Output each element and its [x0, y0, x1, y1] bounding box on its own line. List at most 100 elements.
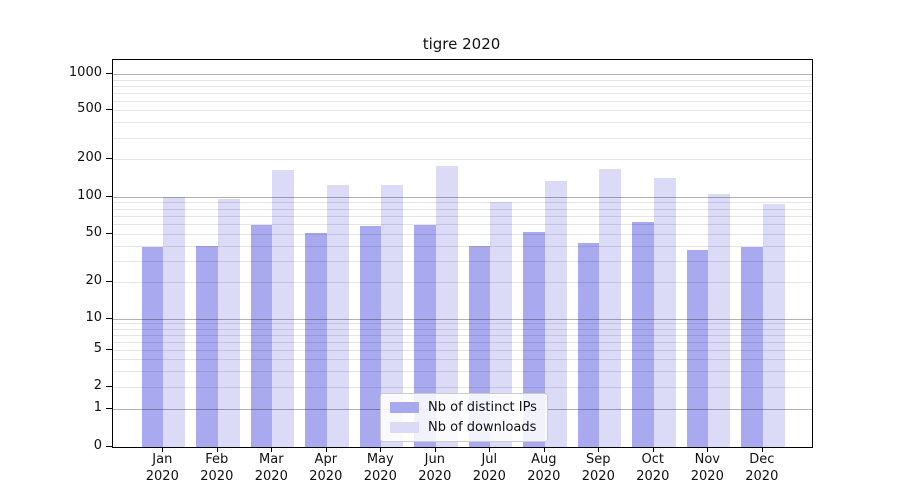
legend-label-distinct-ips: Nb of distinct IPs	[428, 400, 537, 415]
gridline-40	[113, 245, 812, 247]
bar-nb-of-downloads-sep-2020	[599, 168, 622, 447]
x-tick-feb-2020	[216, 447, 218, 452]
bar-nb-of-downloads-jun-2020	[435, 165, 458, 447]
bar-nb-of-downloads-feb-2020	[217, 199, 240, 447]
bar-nb-of-distinct-ips-sep-2020	[577, 242, 600, 447]
legend-swatch-distinct-ips	[390, 402, 419, 413]
y-tick-label-10: 10	[85, 309, 102, 325]
gridline-10	[113, 318, 812, 320]
y-tick-50	[106, 232, 112, 234]
x-tick-label-jun-2020: Jun 2020	[418, 452, 452, 484]
bar-nb-of-downloads-jan-2020	[163, 196, 186, 447]
gridline-800	[113, 85, 812, 87]
bar-nb-of-distinct-ips-jun-2020	[414, 224, 436, 447]
x-tick-may-2020	[380, 447, 382, 452]
grid-layer	[113, 60, 812, 447]
gridline-400	[113, 122, 812, 124]
gridline-30	[113, 260, 812, 262]
y-tick-1	[106, 408, 112, 410]
gridline-700	[113, 92, 812, 94]
x-tick-label-dec-2020: Dec 2020	[745, 452, 779, 484]
x-tick-label-oct-2020: Oct 2020	[636, 452, 670, 484]
y-tick-label-20: 20	[85, 273, 102, 288]
bar-nb-of-distinct-ips-jan-2020	[141, 246, 164, 447]
x-tick-apr-2020	[325, 447, 327, 452]
y-tick-label-5: 5	[93, 341, 102, 357]
gridline-4	[113, 359, 812, 361]
y-tick-label-100: 100	[77, 187, 102, 203]
x-tick-nov-2020	[707, 447, 709, 452]
gridline-300	[113, 137, 812, 139]
gridline-5	[113, 350, 812, 352]
x-tick-jul-2020	[489, 447, 491, 452]
x-tick-label-jul-2020: Jul 2020	[472, 452, 506, 484]
bar-nb-of-downloads-dec-2020	[762, 203, 785, 447]
chart-title: tigre 2020	[422, 35, 501, 53]
gridline-600	[113, 100, 812, 102]
y-tick-100	[106, 195, 112, 197]
bar-nb-of-distinct-ips-apr-2020	[305, 232, 327, 447]
gridline-70	[113, 215, 812, 217]
bar-nb-of-downloads-mar-2020	[272, 170, 295, 447]
gridline-20	[113, 282, 812, 283]
y-tick-10	[106, 317, 112, 319]
gridline-9	[113, 323, 812, 325]
y-tick-200	[106, 158, 112, 160]
gridline-3	[113, 370, 812, 372]
y-tick-label-500: 500	[77, 101, 102, 117]
x-tick-dec-2020	[761, 447, 763, 452]
x-tick-label-jan-2020: Jan 2020	[145, 452, 179, 484]
x-tick-label-may-2020: May 2020	[363, 452, 397, 484]
x-tick-label-nov-2020: Nov 2020	[690, 452, 724, 484]
gridline-200	[113, 159, 812, 161]
y-tick-500	[106, 109, 112, 111]
bar-nb-of-distinct-ips-mar-2020	[250, 224, 273, 447]
bar-nb-of-downloads-may-2020	[381, 185, 404, 447]
legend-item-distinct-ips: Nb of distinct IPs	[390, 400, 537, 415]
gridline-60	[113, 224, 812, 225]
bar-nb-of-downloads-jul-2020	[490, 202, 513, 447]
bar-nb-of-distinct-ips-may-2020	[359, 225, 382, 447]
y-tick-label-1: 1	[93, 400, 102, 416]
y-tick-label-50: 50	[85, 224, 102, 240]
gridline-90	[113, 202, 812, 204]
x-tick-jan-2020	[162, 447, 164, 452]
y-tick-5	[106, 349, 112, 351]
x-tick-sep-2020	[598, 447, 600, 452]
y-tick-label-0: 0	[93, 438, 102, 453]
bar-nb-of-distinct-ips-oct-2020	[632, 222, 654, 447]
bar-nb-of-downloads-apr-2020	[326, 185, 349, 447]
y-tick-20	[106, 281, 112, 282]
y-tick-label-1000: 1000	[68, 65, 102, 81]
x-tick-oct-2020	[652, 447, 654, 452]
gridline-900	[113, 79, 812, 81]
gridline-8	[113, 328, 812, 330]
bar-nb-of-distinct-ips-feb-2020	[196, 245, 218, 447]
gridline-1000	[113, 74, 812, 76]
bar-nb-of-downloads-nov-2020	[708, 193, 731, 447]
gridline-50	[113, 233, 812, 235]
legend-swatch-downloads	[390, 422, 419, 433]
x-tick-jun-2020	[434, 447, 436, 452]
gridline-100	[113, 196, 812, 198]
y-tick-0	[106, 446, 112, 447]
x-tick-label-aug-2020: Aug 2020	[527, 452, 561, 484]
bar-nb-of-distinct-ips-dec-2020	[741, 246, 763, 447]
gridline-80	[113, 208, 812, 210]
x-tick-label-feb-2020: Feb 2020	[200, 452, 234, 484]
legend: Nb of distinct IPs Nb of downloads	[380, 393, 548, 442]
legend-item-downloads: Nb of downloads	[390, 420, 537, 435]
y-tick-1000	[106, 73, 112, 75]
y-tick-2	[106, 386, 112, 387]
x-tick-label-mar-2020: Mar 2020	[254, 452, 288, 484]
bar-nb-of-downloads-aug-2020	[544, 180, 567, 447]
legend-label-downloads: Nb of downloads	[428, 420, 537, 435]
gridline-6	[113, 341, 812, 343]
bar-nb-of-distinct-ips-nov-2020	[686, 249, 709, 447]
y-tick-label-200: 200	[77, 150, 102, 166]
x-tick-mar-2020	[271, 447, 273, 452]
gridline-2	[113, 387, 812, 388]
bar-nb-of-downloads-oct-2020	[653, 178, 676, 447]
plot-area: Nb of distinct IPs Nb of downloads	[112, 59, 813, 448]
